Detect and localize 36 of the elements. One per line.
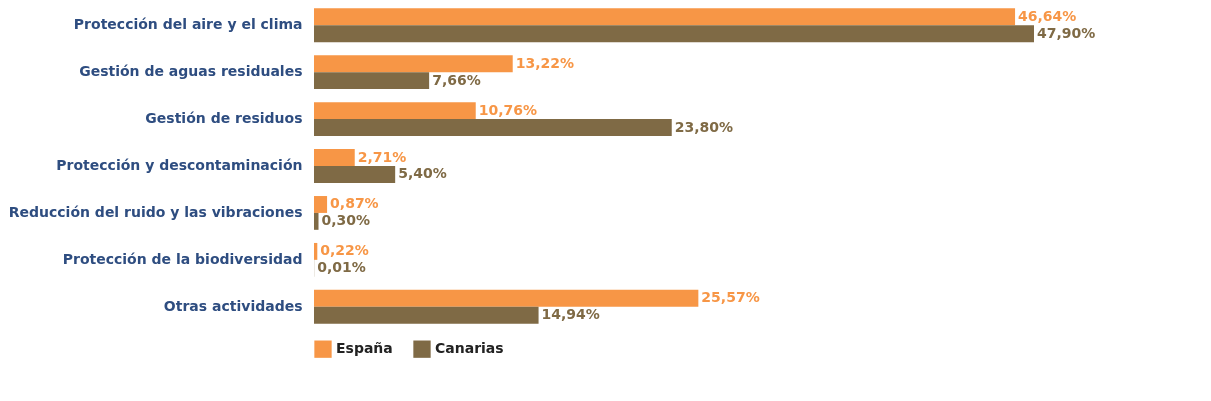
data-label: 0,87%: [330, 195, 379, 212]
bar: [314, 166, 396, 183]
y-tick-label: Protección y descontaminación: [56, 157, 303, 173]
bar: [314, 102, 476, 120]
bar: [314, 149, 355, 166]
data-label: 13,22%: [515, 54, 575, 71]
data-label: 0,30%: [321, 212, 371, 229]
y-tick-label: Gestión de aguas residuales: [79, 63, 303, 80]
bar: [314, 212, 319, 230]
bar: [314, 72, 430, 90]
bar: [314, 8, 1016, 26]
data-label: 14,94%: [541, 306, 600, 323]
y-tick-label: Reducción del ruido y las vibraciones: [8, 203, 303, 220]
bar: [314, 196, 328, 213]
data-label: 5,40%: [398, 165, 447, 182]
bar: [314, 289, 699, 307]
legend-label: España: [336, 340, 393, 357]
bar: [314, 119, 672, 136]
y-tick-label: Gestión de residuos: [145, 110, 303, 127]
data-label: 25,57%: [701, 289, 760, 306]
y-tick-label: Protección de la biodiversidad: [62, 250, 303, 267]
bar: [314, 306, 539, 324]
data-label: 2,71%: [357, 148, 407, 165]
legend-label: Canarias: [435, 340, 504, 357]
bar: [314, 55, 513, 73]
y-tick-label: Otras actividades: [163, 297, 303, 314]
data-label: 7,66%: [432, 71, 481, 88]
bar: [314, 25, 1034, 43]
data-label: 23,80%: [674, 118, 734, 135]
y-tick-label: Protección del aire y el clima: [73, 16, 303, 33]
data-label: 47,90%: [1037, 24, 1096, 41]
data-label: 46,64%: [1018, 7, 1077, 24]
data-label: 0,01%: [317, 259, 366, 276]
data-label: 0,22%: [320, 242, 369, 259]
data-label: 10,76%: [478, 101, 538, 118]
bar: [314, 242, 318, 260]
